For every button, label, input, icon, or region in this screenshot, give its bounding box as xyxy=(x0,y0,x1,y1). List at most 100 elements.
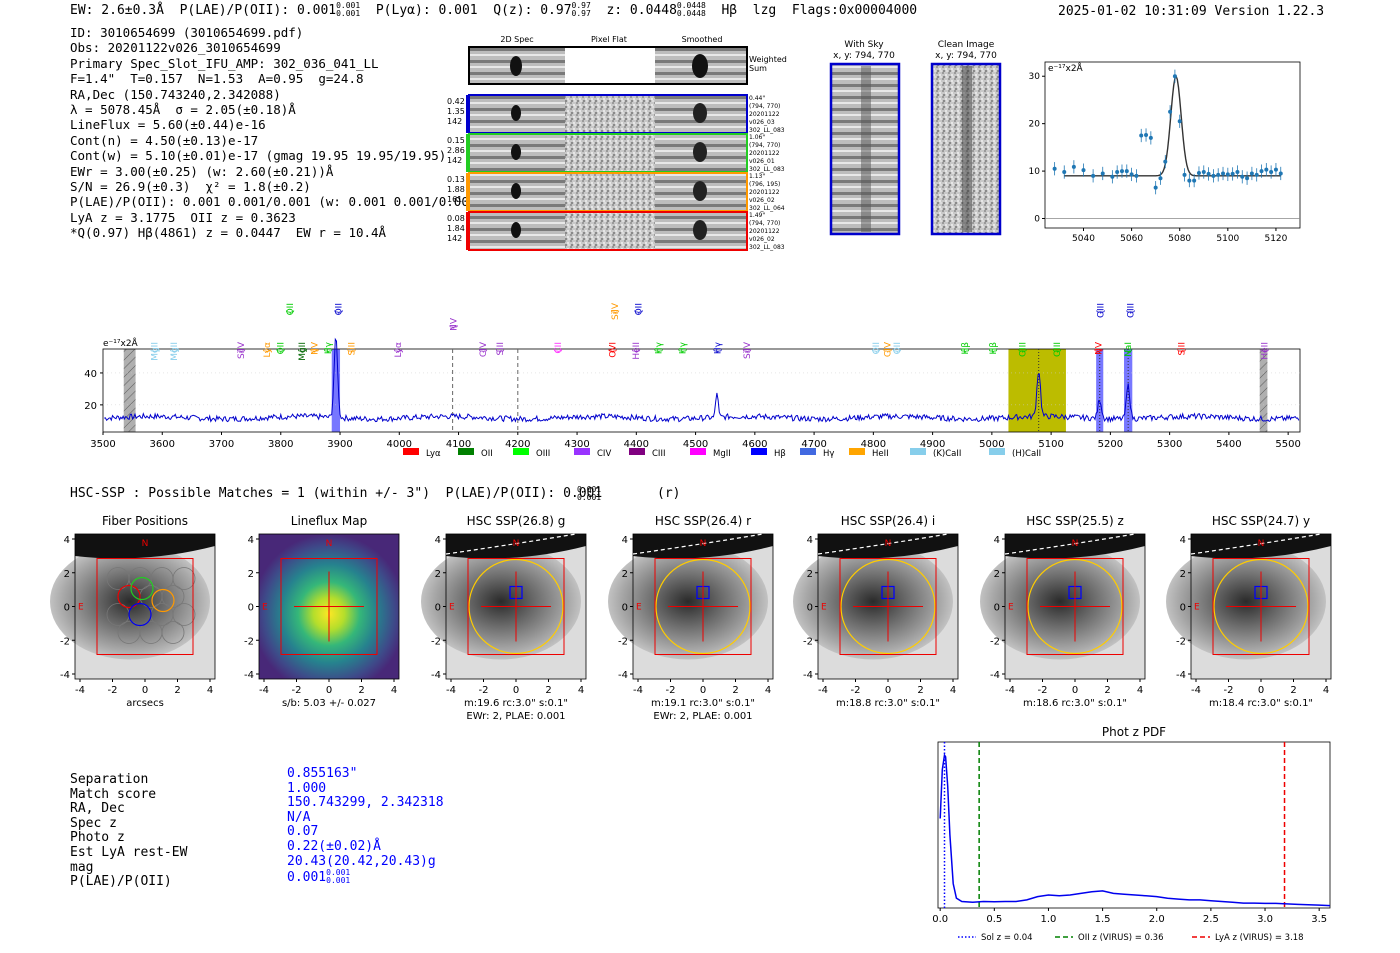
search-box xyxy=(654,558,752,655)
line-label-brace: { xyxy=(608,348,618,354)
galaxy-blob xyxy=(50,543,210,660)
pixel-flat-image xyxy=(565,135,655,171)
panel-ytick-label: 4 xyxy=(994,535,1000,546)
row-smoothed-source xyxy=(693,142,707,162)
fit-xtick-label: 5120 xyxy=(1264,234,1287,244)
row-left-value: 142 xyxy=(447,234,462,243)
fit-point xyxy=(1225,172,1230,177)
panel-xtick-label: 4 xyxy=(207,685,213,696)
fit-point xyxy=(1273,167,1278,172)
fit-point xyxy=(1134,173,1139,178)
panel-xtick-label: 0 xyxy=(1072,685,1078,696)
line-label: Lyα xyxy=(394,342,404,358)
line-label: SiIV xyxy=(611,302,621,320)
line-label: OII xyxy=(893,342,903,354)
z-sub: 0.0448 xyxy=(676,9,706,18)
row-right-value: v026_02 xyxy=(749,236,775,243)
panel-ytick-label: -2 xyxy=(431,636,441,647)
line-label: NV xyxy=(1094,341,1104,355)
spectrum-unit: e⁻¹⁷x2Å xyxy=(103,337,139,349)
panel-ytick-label: -2 xyxy=(990,636,1000,647)
aperture-circle xyxy=(840,558,936,655)
fiber-circle xyxy=(172,603,196,626)
spectrum-xtick-label: 3600 xyxy=(150,439,175,450)
line-label-brace: { xyxy=(277,348,287,354)
z-sup: 0.0448 xyxy=(676,1,706,10)
spectrum-xtick-label: 4400 xyxy=(624,439,649,450)
row-right-value: 302_LL_083 xyxy=(749,244,785,251)
dark-edge xyxy=(75,534,215,559)
line-label-brace: { xyxy=(872,348,882,354)
line-label: Lyα xyxy=(263,342,273,358)
dark-edge xyxy=(633,534,773,559)
line-label: Hγ xyxy=(655,341,665,354)
panel-ytick-label: 0 xyxy=(994,603,1000,614)
line-label-brace: { xyxy=(170,348,180,354)
photz-curve xyxy=(939,753,1331,907)
panel-ytick-label: 2 xyxy=(1180,569,1186,580)
panel-xtick-label: 4 xyxy=(1323,685,1329,696)
spectrum-xtick-label: 4700 xyxy=(801,439,826,450)
info-params: F=1.4" T=0.157 N=1.53 A=0.95 g=24.8 xyxy=(70,71,364,87)
spectrum-xtick-label: 5300 xyxy=(1157,439,1182,450)
row-source xyxy=(511,183,521,199)
value-plae-main: 0.001 xyxy=(287,870,327,886)
fit-point xyxy=(1168,109,1173,114)
row-source xyxy=(511,222,521,238)
row-right-value: 0.44" xyxy=(749,95,765,102)
hsc-dashed-contour xyxy=(817,533,949,555)
match-labels: Separation Match score RA, Dec Spec z Ph… xyxy=(70,772,187,890)
line-label-brace: { xyxy=(713,348,723,354)
fit-xtick-label: 5100 xyxy=(1216,234,1239,244)
spectrum-xtick-label: 4100 xyxy=(446,439,471,450)
compass-north: N xyxy=(326,539,333,549)
legend-label: OII xyxy=(481,449,493,459)
fit-point xyxy=(1124,169,1129,174)
fit-ytick-label: 20 xyxy=(1029,120,1041,130)
line-label: CII xyxy=(554,342,564,354)
photz-axes xyxy=(937,741,1331,909)
galaxy-blob xyxy=(608,543,768,660)
fit-point xyxy=(1144,133,1149,138)
fit-point xyxy=(1110,174,1115,179)
galaxy-blob xyxy=(1166,543,1326,660)
fit-point xyxy=(1148,135,1153,140)
compass-north: N xyxy=(513,539,520,549)
line-label: HeII xyxy=(1260,342,1270,360)
panel-ytick-label: 4 xyxy=(622,535,628,546)
spectrum-xtick-label: 3800 xyxy=(268,439,293,450)
hsc-panel-3: HSC SSP(26.4) r N E -4 -4 -2 -2 0 0 2 2 4 4 m:19.1 rc… xyxy=(608,514,774,722)
hsc-panel-1: Lineflux Map N E -4 -4 -2 -2 0 0 2 2 4 4 s/b: 5.03 +/… xyxy=(244,514,400,709)
line-label-brace: { xyxy=(1177,348,1187,354)
compass-east: E xyxy=(1194,603,1200,613)
info-lya: LyA z = 3.1775 OII z = 0.3623 xyxy=(70,209,296,225)
line-label-brace: { xyxy=(1053,348,1063,354)
line-label-brace: { xyxy=(479,348,489,354)
photz-xtick-label: 2.0 xyxy=(1149,914,1165,925)
line-label: CIV xyxy=(883,341,893,357)
fit-point xyxy=(1254,172,1259,177)
legend-swatch xyxy=(849,448,865,455)
hsc-dashed-contour xyxy=(1004,533,1136,555)
line-label-brace: { xyxy=(678,348,688,354)
line-label: OII xyxy=(335,303,345,315)
value-plae-sup: 0.001 xyxy=(326,868,351,878)
value-match-score: 1.000 xyxy=(287,780,327,796)
fit-point xyxy=(1119,169,1124,174)
hsc-dashed-contour xyxy=(632,533,764,555)
panel-ytick-label: -4 xyxy=(990,670,1000,681)
line-label: SiIV xyxy=(743,341,753,359)
spectrum-xtick-label: 4200 xyxy=(505,439,530,450)
panel-ytick-label: 4 xyxy=(1180,535,1186,546)
panel-xtick-label: 2 xyxy=(732,685,738,696)
fit-point xyxy=(1235,170,1240,175)
fit-ytick-label: 30 xyxy=(1029,72,1041,82)
line-label: SiII xyxy=(496,342,506,356)
line-label: Hγ xyxy=(324,341,334,354)
value-radec: 150.743299, 2.342318 xyxy=(287,795,444,811)
spectrum-ytick-label: 20 xyxy=(84,401,97,412)
galaxy-blob xyxy=(793,543,953,660)
fit-point xyxy=(1245,176,1250,181)
panel-ytick-label: 4 xyxy=(807,535,813,546)
pixel-flat-image xyxy=(565,213,655,249)
